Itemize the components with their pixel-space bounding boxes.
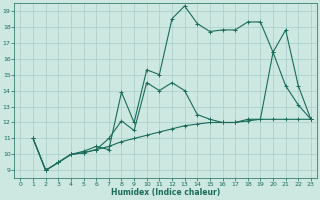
X-axis label: Humidex (Indice chaleur): Humidex (Indice chaleur) [111,188,220,197]
